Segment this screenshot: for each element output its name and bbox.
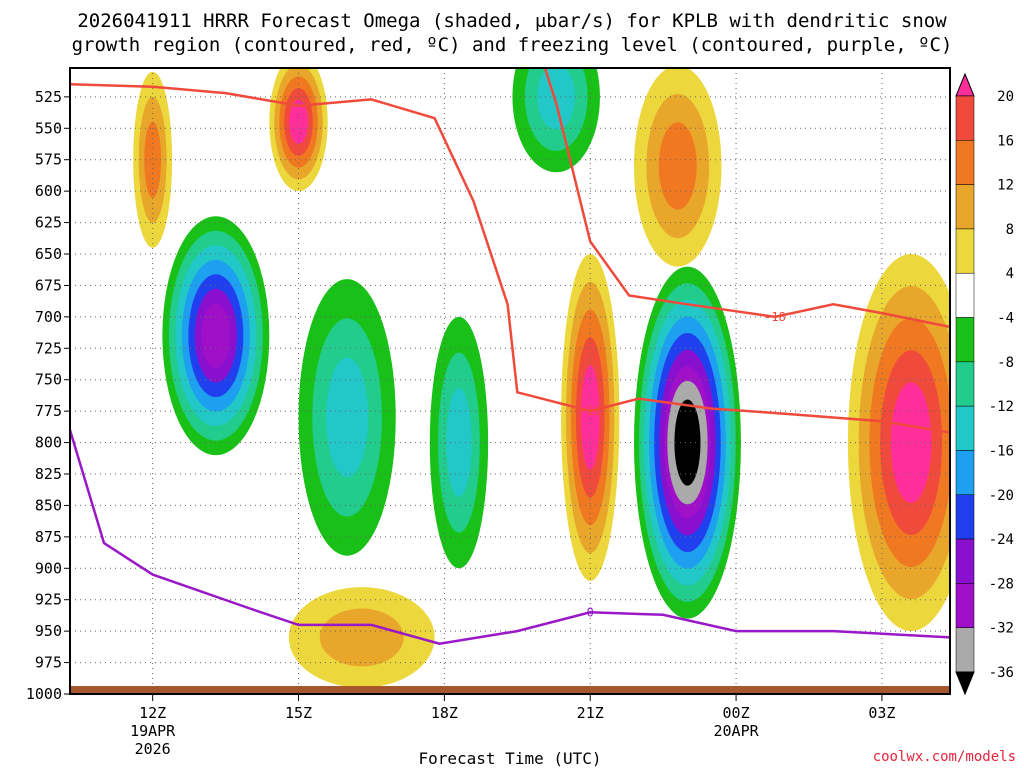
- y-tick-label: 850: [35, 496, 62, 514]
- chart-title-line-1: 2026041911 HRRR Forecast Omega (shaded, …: [77, 10, 947, 32]
- omega-shade-level: [580, 365, 600, 470]
- colorbar-swatch: [955, 361, 975, 407]
- colorbar-swatch: [955, 228, 975, 274]
- chart-title-line-2: growth region (contoured, red, ºC) and f…: [72, 34, 953, 56]
- omega-feature-descent: [561, 253, 620, 581]
- x-tick-label: 03Z: [868, 704, 895, 722]
- dgz-contour-label: -12: [579, 404, 601, 418]
- dgz-contour-label: -18: [764, 310, 786, 324]
- colorbar-label: 12: [997, 178, 1014, 194]
- x-tick-date: 19APR: [130, 722, 176, 740]
- omega-feature-ascent: [429, 316, 489, 569]
- dgz-contour: [543, 68, 950, 329]
- omega-feature-descent: [269, 68, 328, 192]
- colorbar-swatch: [955, 583, 975, 628]
- omega-feature-descent: [633, 68, 722, 267]
- x-tick-label: 15Z: [285, 704, 312, 722]
- x-tick-label: 18Z: [431, 704, 458, 722]
- colorbar-label: -36: [989, 665, 1014, 681]
- omega-shade-level: [201, 303, 231, 369]
- y-tick-label: 875: [35, 528, 62, 546]
- omega-shade-level: [658, 122, 697, 210]
- y-tick-label: 675: [35, 276, 62, 294]
- y-tick-label: 825: [35, 465, 62, 483]
- y-tick-label: 950: [35, 622, 62, 640]
- contour-lines: -12 -18 0: [70, 68, 950, 645]
- omega-shade-level: [144, 121, 162, 198]
- plot-frame: [69, 67, 951, 695]
- y-tick-label: 800: [35, 434, 62, 452]
- y-tick-label: 650: [35, 245, 62, 263]
- freezing-level-contour: [70, 429, 950, 645]
- dgz-contour: [70, 83, 950, 434]
- y-tick-label: 775: [35, 402, 62, 420]
- y-tick-label: 625: [35, 214, 62, 232]
- y-tick-label: 925: [35, 591, 62, 609]
- colorbar-swatch: [955, 538, 975, 584]
- colorbar-swatch: [955, 405, 975, 451]
- x-tick-date: 20APR: [713, 722, 759, 740]
- omega-shade-level: [446, 388, 472, 498]
- colorbar-label: -24: [989, 532, 1014, 548]
- ground-strip: [70, 686, 950, 694]
- y-tick-label: 600: [35, 182, 62, 200]
- colorbar-swatch: [955, 627, 975, 673]
- colorbar-swatch: [955, 95, 975, 141]
- colorbar-label: 16: [997, 133, 1014, 149]
- colorbar-label: -16: [989, 443, 1014, 459]
- omega-shade-level: [674, 399, 701, 486]
- colorbar-label: -32: [989, 621, 1014, 637]
- colorbar-label: 4: [1006, 266, 1014, 282]
- colorbar-swatch: [955, 494, 975, 540]
- omega-shade-level: [890, 382, 932, 503]
- omega-shade-level: [289, 99, 308, 145]
- colorbar-label: -8: [997, 355, 1014, 371]
- omega-feature-ascent: [162, 216, 270, 456]
- colorbar-swatch: [955, 184, 975, 230]
- y-tick-label: 575: [35, 151, 62, 169]
- y-tick-label: 900: [35, 559, 62, 577]
- omega-feature-ascent: [298, 279, 396, 556]
- colorbar-label: 8: [1006, 222, 1014, 238]
- omega-shading: [133, 68, 950, 688]
- omega-shade-level: [319, 608, 404, 667]
- colorbar-label: -20: [989, 488, 1014, 504]
- colorbar-label: 20: [997, 89, 1014, 105]
- y-tick-label: 525: [35, 88, 62, 106]
- omega-shade-level: [326, 357, 369, 478]
- colorbar-label: -28: [989, 576, 1014, 592]
- omega-shade-level: [537, 68, 576, 130]
- y-tick-label: 700: [35, 308, 62, 326]
- colorbar-swatch: [955, 450, 975, 496]
- y-tick-label: 975: [35, 654, 62, 672]
- y-tick-label: 550: [35, 119, 62, 137]
- colorbar-swatch: [955, 140, 975, 185]
- omega-feature-ascent: [512, 68, 600, 173]
- x-tick-year: 2026: [135, 740, 171, 758]
- x-tick-label: 21Z: [577, 704, 604, 722]
- x-axis-label: Forecast Time (UTC): [418, 749, 601, 768]
- x-tick-label: 12Z: [139, 704, 166, 722]
- colorbar-top-arrow: [955, 72, 975, 97]
- credit-text: coolwx.com/models: [873, 749, 1016, 765]
- colorbar-swatch: [955, 317, 975, 363]
- y-tick-label: 1000: [26, 685, 62, 703]
- colorbar: 20 16 12 8 4 -4 -8 -12 -16 -20 -24 -28 -32 -36: [955, 72, 1014, 696]
- y-axis: 525 550 575 600 625 650 675 700 725 750 775 800 825 8…: [26, 88, 70, 703]
- y-tick-label: 750: [35, 371, 62, 389]
- omega-feature-descent: [847, 254, 950, 632]
- colorbar-bottom-arrow: [955, 671, 975, 696]
- y-tick-label: 725: [35, 339, 62, 357]
- colorbar-label: -4: [997, 311, 1014, 327]
- freezing-level-contour-label: 0: [587, 605, 594, 619]
- colorbar-label: -12: [989, 399, 1014, 415]
- x-tick-label: 00Z: [723, 704, 750, 722]
- colorbar-swatch: [955, 272, 975, 318]
